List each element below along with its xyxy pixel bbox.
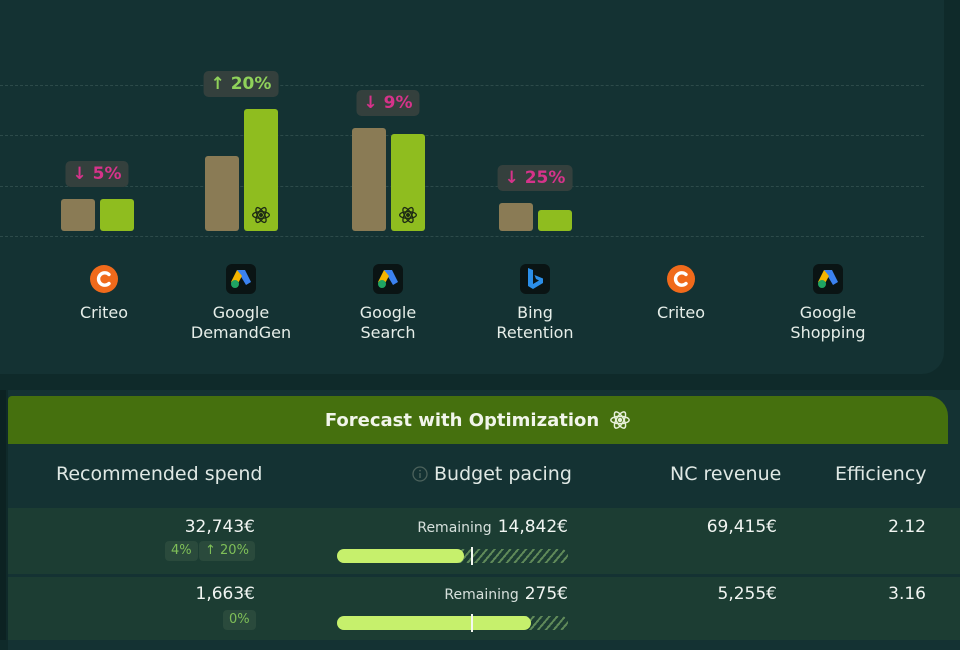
- column-header-budget-pacing[interactable]: Budget pacing: [412, 463, 572, 485]
- atom-icon: [398, 205, 418, 225]
- change-badge: ↓ 9%: [356, 90, 420, 116]
- optimized-bar[interactable]: [537, 210, 572, 231]
- remaining-budget: Remaining 275€: [444, 584, 568, 604]
- recommended-spend-value: 1,663€: [195, 584, 255, 604]
- channel-label-line: Bing: [517, 303, 553, 322]
- share-chip: 0%: [223, 610, 256, 630]
- channel-label-google-shopping: Google Shopping: [758, 303, 898, 343]
- criteo-icon: [666, 264, 696, 294]
- channel-label-line: Criteo: [656, 303, 706, 322]
- gridline: [0, 135, 924, 136]
- baseline-bar[interactable]: [204, 156, 239, 231]
- change-chip: ↑ 20%: [199, 541, 255, 561]
- channel-label-bing-retention: Bing Retention: [465, 303, 605, 343]
- recommended-spend-value: 32,743€: [184, 517, 255, 537]
- channel-label-line: Google: [799, 303, 857, 322]
- column-header-recommended-spend[interactable]: Recommended spend: [56, 463, 263, 485]
- column-header-efficiency[interactable]: Efficiency: [835, 463, 927, 485]
- google-ads-icon: [226, 264, 256, 294]
- forecast-title: Forecast with Optimization: [324, 409, 600, 431]
- channel-label-google-demandgen: Google DemandGen: [171, 303, 311, 343]
- column-header-nc-revenue[interactable]: NC revenue: [670, 463, 782, 485]
- nc-revenue-value: 5,255€: [717, 584, 777, 604]
- budget-pacing-fill: [337, 616, 531, 630]
- channel-label-line: DemandGen: [190, 323, 292, 342]
- channel-comparison-chart: ↓ 5% ↑ 20% ↓ 9% ↓ 25% Criteo Google DemandG…: [0, 71, 924, 343]
- remaining-value: 14,842€: [497, 517, 568, 537]
- gridline: [0, 236, 924, 237]
- atom-icon: [609, 409, 631, 431]
- efficiency-value: 2.12: [888, 517, 926, 537]
- channel-label-line: Criteo: [79, 303, 129, 322]
- channel-label-criteo: Criteo: [34, 303, 174, 323]
- channel-label-line: Search: [360, 323, 416, 342]
- baseline-bar[interactable]: [60, 199, 95, 231]
- bing-icon: [520, 264, 550, 294]
- channel-label-google-search: Google Search: [318, 303, 458, 343]
- efficiency-value: 3.16: [888, 584, 926, 604]
- google-ads-icon: [813, 264, 843, 294]
- criteo-icon: [89, 264, 119, 294]
- change-badge: ↓ 5%: [65, 161, 129, 187]
- forecast-header: Forecast with Optimization: [8, 396, 948, 444]
- optimized-bar[interactable]: [243, 109, 278, 231]
- baseline-bar[interactable]: [498, 203, 533, 231]
- info-icon[interactable]: [412, 466, 428, 482]
- gridline: [0, 85, 924, 86]
- budget-pacing-bar: [337, 614, 568, 632]
- google-ads-icon: [373, 264, 403, 294]
- remaining-value: 275€: [524, 584, 568, 604]
- atom-icon: [251, 205, 271, 225]
- channel-label-criteo: Criteo: [611, 303, 751, 323]
- change-badge: ↓ 25%: [497, 165, 573, 191]
- optimized-bar[interactable]: [99, 199, 134, 231]
- remaining-label: Remaining: [444, 587, 519, 603]
- gridline: [0, 186, 924, 187]
- channel-label-line: Google: [359, 303, 417, 322]
- budget-pacing-marker: [471, 614, 473, 632]
- optimized-bar[interactable]: [390, 134, 425, 231]
- remaining-budget: Remaining 14,842€: [417, 517, 568, 537]
- budget-pacing-marker: [471, 547, 473, 565]
- budget-pacing-bar: [337, 547, 568, 565]
- nc-revenue-value: 69,415€: [706, 517, 777, 537]
- column-header-label: Budget pacing: [434, 463, 572, 485]
- budget-pacing-fill: [337, 549, 464, 563]
- channel-label-line: Retention: [496, 323, 574, 342]
- remaining-label: Remaining: [417, 520, 492, 536]
- share-chip: 4%: [165, 541, 198, 561]
- channel-label-line: Google: [212, 303, 270, 322]
- panel-edge: [0, 390, 6, 640]
- channel-label-line: Shopping: [790, 323, 866, 342]
- change-badge: ↑ 20%: [203, 71, 279, 97]
- baseline-bar[interactable]: [351, 128, 386, 231]
